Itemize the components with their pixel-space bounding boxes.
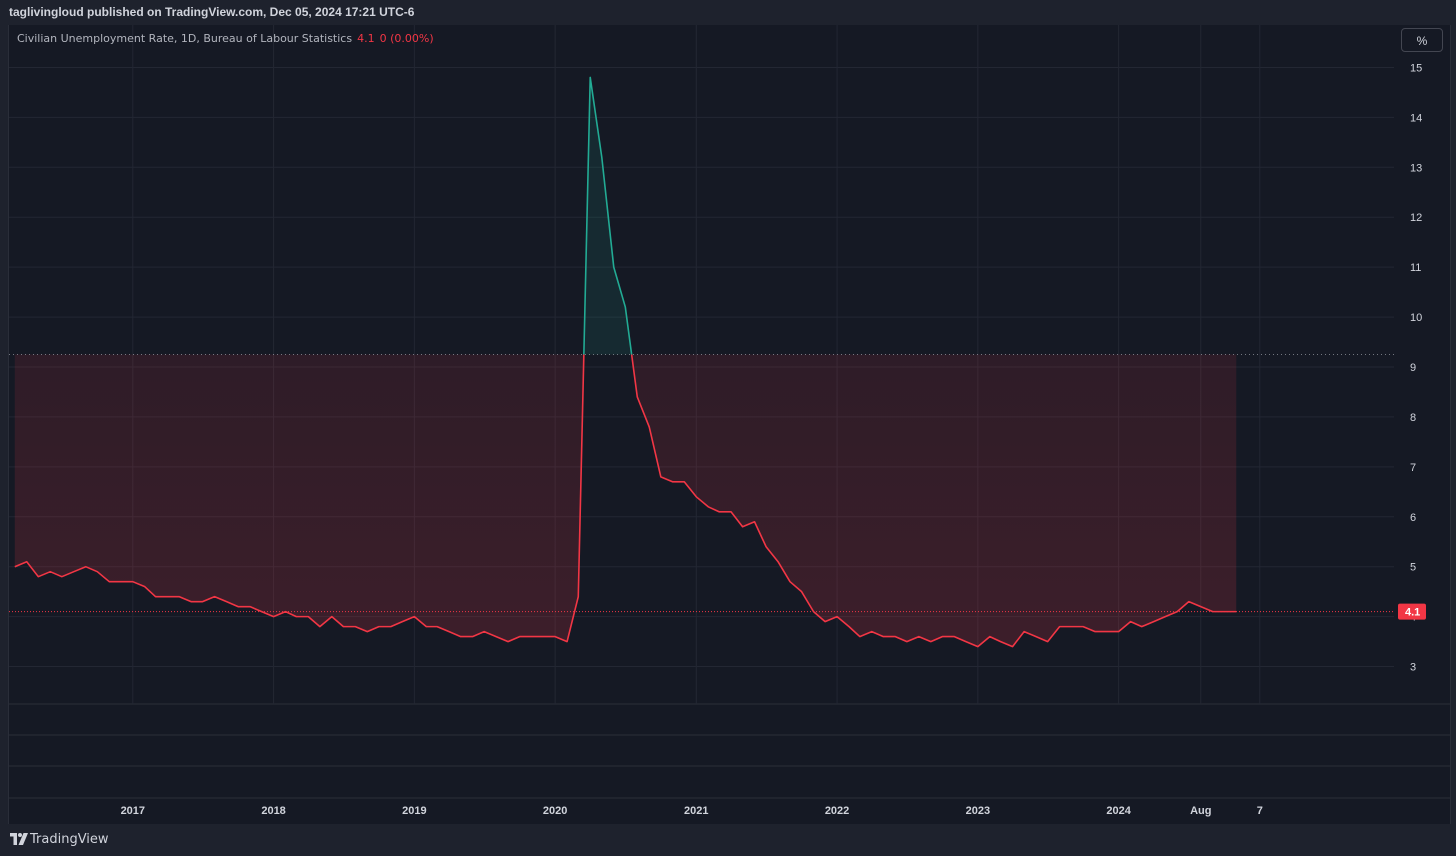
scale-unit-button[interactable]: %: [1401, 28, 1443, 52]
footer-brand: TradingView: [30, 832, 109, 847]
y-tick-label: 3: [1410, 662, 1416, 674]
series-legend: Civilian Unemployment Rate, 1D, Bureau o…: [17, 32, 434, 45]
y-tick-label: 10: [1410, 312, 1422, 324]
y-tick-label: 6: [1410, 512, 1416, 524]
legend-change: 0 (0.00%): [379, 32, 434, 45]
series-line-below: [14, 354, 1237, 648]
x-tick-label: 2017: [121, 805, 145, 817]
tradingview-logo-icon: [10, 833, 28, 845]
y-tick-label: 7: [1410, 462, 1416, 474]
legend-last-value: 4.1: [357, 32, 375, 45]
x-tick-label: 2023: [966, 805, 990, 817]
y-tick-label: 5: [1410, 562, 1416, 574]
y-tick-label: 12: [1410, 212, 1422, 224]
y-tick-label: 9: [1410, 362, 1416, 374]
series-line-above: [583, 76, 633, 355]
y-tick-label: 11: [1410, 262, 1421, 274]
x-tick-label: 2018: [261, 805, 285, 817]
y-tick-label: 8: [1410, 412, 1416, 424]
y-tick-label: 14: [1410, 112, 1422, 124]
x-tick-label: 2024: [1106, 805, 1131, 817]
footer-bar: TradingView: [0, 824, 1456, 856]
x-tick-label: 7: [1257, 805, 1263, 817]
legend-series-name: Civilian Unemployment Rate, 1D, Bureau o…: [17, 32, 353, 45]
chart-canvas[interactable]: 34567891011121314154.1201720182019202020…: [9, 25, 1450, 824]
price-label-badge: [1398, 603, 1426, 620]
y-tick-label: 13: [1410, 162, 1422, 174]
price-label-text: 4.1: [1405, 607, 1420, 619]
chart-area[interactable]: 34567891011121314154.1201720182019202020…: [8, 25, 1451, 824]
area-below-baseline: [14, 354, 1237, 647]
y-tick-label: 15: [1410, 62, 1422, 74]
x-tick-label: Aug: [1190, 805, 1211, 817]
x-tick-label: 2021: [684, 805, 708, 817]
x-tick-label: 2019: [402, 805, 426, 817]
publish-info-bar: taglivingloud published on TradingView.c…: [0, 0, 1456, 25]
published-text: taglivingloud published on TradingView.c…: [9, 5, 415, 19]
x-tick-label: 2022: [825, 805, 849, 817]
x-tick-label: 2020: [543, 805, 567, 817]
